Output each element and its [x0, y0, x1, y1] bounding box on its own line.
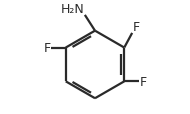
Text: F: F	[43, 42, 51, 55]
Text: F: F	[139, 75, 147, 88]
Text: F: F	[133, 21, 140, 34]
Text: H₂N: H₂N	[61, 3, 84, 16]
